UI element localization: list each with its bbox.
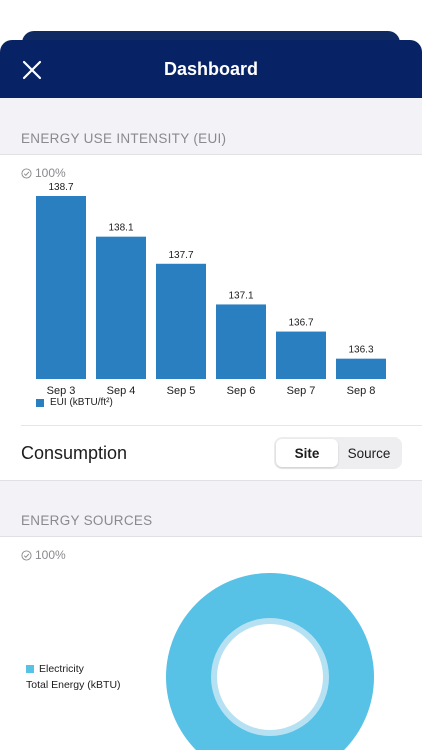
eui-section-header: ENERGY USE INTENSITY (EUI) <box>0 98 422 155</box>
electricity-swatch <box>26 665 34 673</box>
check-circle-icon <box>21 549 32 561</box>
bar-value-label: 136.3 <box>348 345 373 356</box>
divider <box>21 425 422 426</box>
bar-value-label: 138.7 <box>48 182 73 193</box>
eui-bar-chart: 138.7 Sep 3 138.1 Sep 4 137.7 Sep 5 137.1 Sep 6… <box>36 182 386 397</box>
check-circle-icon <box>21 167 32 179</box>
x-tick-label: Sep 5 <box>167 385 196 397</box>
segment-site[interactable]: Site <box>276 439 338 467</box>
bar-sep-7 <box>276 331 326 379</box>
dashboard-header: Dashboard <box>0 40 422 98</box>
bar-sep-4 <box>96 236 146 379</box>
eui-section-title: ENERGY USE INTENSITY (EUI) <box>21 131 227 146</box>
bar-value-label: 137.7 <box>168 250 193 261</box>
bar-sep-8 <box>336 358 386 379</box>
x-tick-label: Sep 4 <box>107 385 136 397</box>
x-tick-label: Sep 8 <box>347 385 376 397</box>
eui-percent-value: 100% <box>35 166 66 180</box>
sources-legend-row: Electricity <box>26 661 121 677</box>
sources-legend: Electricity Total Energy (kBTU) <box>26 661 121 693</box>
eui-legend: EUI (kBTU/ft²) <box>36 397 113 408</box>
donut-hole <box>217 624 323 730</box>
bar-sep-6 <box>216 304 266 379</box>
consumption-label: Consumption <box>21 443 128 463</box>
sources-percent-value: 100% <box>35 548 66 562</box>
bar-value-label: 136.7 <box>288 318 313 329</box>
x-tick-label: Sep 6 <box>227 385 256 397</box>
bar-sep-5 <box>156 263 206 379</box>
eui-percent: 100% <box>21 166 66 180</box>
electricity-label: Electricity <box>39 663 84 675</box>
total-energy-caption: Total Energy (kBTU) <box>26 679 121 691</box>
close-icon[interactable] <box>18 56 46 84</box>
x-tick-label: Sep 3 <box>47 385 76 397</box>
energy-sources-donut <box>166 573 374 750</box>
page-title: Dashboard <box>163 59 259 79</box>
segment-source[interactable]: Source <box>347 445 391 461</box>
bar-value-label: 137.1 <box>228 290 253 301</box>
legend-swatch <box>36 398 44 407</box>
sources-percent: 100% <box>21 548 66 562</box>
bar-value-label: 138.1 <box>108 223 133 234</box>
x-tick-label: Sep 7 <box>287 385 316 397</box>
sources-section-title: ENERGY SOURCES <box>21 513 153 528</box>
consumption-segmented-control[interactable]: Site Source <box>274 437 402 469</box>
legend-label: EUI (kBTU/ft²) <box>50 397 113 408</box>
sources-section-header: ENERGY SOURCES <box>0 480 422 537</box>
bar-sep-3 <box>36 196 86 379</box>
